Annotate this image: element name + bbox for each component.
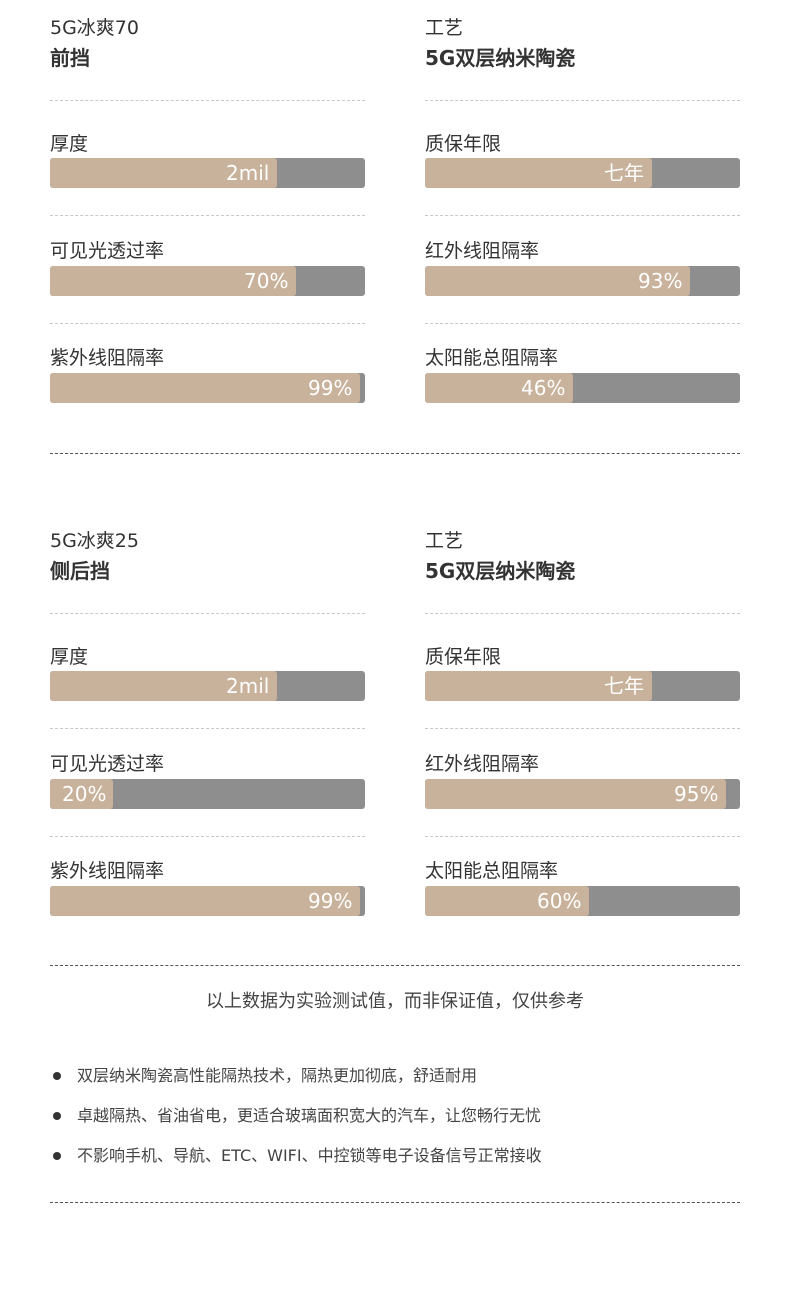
product-model: 5G冰爽70: [50, 16, 139, 40]
dashed-divider: [425, 323, 740, 324]
craft-label: 工艺: [425, 529, 463, 553]
spec-label: 紫外线阻隔率: [50, 346, 164, 370]
dashed-divider: [425, 836, 740, 837]
spec-value: 93%: [638, 266, 682, 296]
spec-bar: 2mil: [50, 671, 365, 701]
spec-label: 厚度: [50, 645, 88, 669]
dashed-divider: [50, 728, 365, 729]
spec-bar: 99%: [50, 886, 365, 916]
bullet-dot-icon: [53, 1072, 61, 1080]
product-position: 前挡: [50, 46, 90, 70]
dashed-divider: [425, 728, 740, 729]
spec-value: 2mil: [226, 671, 269, 701]
spec-section-front: 5G冰爽70 前挡 厚度 2mil 可见光透过率 70% 紫外线阻隔率 99% …: [50, 16, 740, 436]
spec-value: 46%: [521, 373, 565, 403]
spec-label: 质保年限: [425, 132, 501, 156]
spec-label: 可见光透过率: [50, 239, 164, 263]
feature-text: 不影响手机、导航、ETC、WIFI、中控锁等电子设备信号正常接收: [77, 1144, 542, 1168]
spec-bar: 95%: [425, 779, 740, 809]
product-position: 侧后挡: [50, 559, 110, 583]
dashed-divider: [50, 836, 365, 837]
spec-bar: 七年: [425, 158, 740, 188]
bottom-divider: [50, 1202, 740, 1203]
product-model: 5G冰爽25: [50, 529, 139, 553]
spec-value: 20%: [62, 779, 106, 809]
spec-label: 太阳能总阻隔率: [425, 346, 558, 370]
spec-label: 厚度: [50, 132, 88, 156]
dashed-divider: [50, 613, 365, 614]
spec-value: 70%: [244, 266, 288, 296]
spec-label: 可见光透过率: [50, 752, 164, 776]
craft-label: 工艺: [425, 16, 463, 40]
spec-bar: 93%: [425, 266, 740, 296]
dashed-divider: [425, 215, 740, 216]
spec-bar: 20%: [50, 779, 365, 809]
spec-label: 红外线阻隔率: [425, 239, 539, 263]
feature-text: 卓越隔热、省油省电，更适合玻璃面积宽大的汽车，让您畅行无忧: [77, 1104, 541, 1128]
spec-section-side-rear: 5G冰爽25 侧后挡 厚度 2mil 可见光透过率 20% 紫外线阻隔率 99%…: [50, 529, 740, 949]
section-divider: [50, 453, 740, 454]
spec-value: 99%: [308, 886, 352, 916]
spec-value: 七年: [604, 671, 644, 701]
dashed-divider: [50, 100, 365, 101]
spec-value: 七年: [604, 158, 644, 188]
section-divider: [50, 965, 740, 966]
dashed-divider: [50, 323, 365, 324]
spec-label: 红外线阻隔率: [425, 752, 539, 776]
feature-text: 双层纳米陶瓷高性能隔热技术，隔热更加彻底，舒适耐用: [77, 1064, 477, 1088]
spec-label: 紫外线阻隔率: [50, 859, 164, 883]
spec-bar: 60%: [425, 886, 740, 916]
disclaimer-note: 以上数据为实验测试值，而非保证值，仅供参考: [0, 990, 790, 1014]
bullet-dot-icon: [53, 1152, 61, 1160]
spec-value: 99%: [308, 373, 352, 403]
spec-bar: 2mil: [50, 158, 365, 188]
dashed-divider: [50, 215, 365, 216]
spec-label: 质保年限: [425, 645, 501, 669]
dashed-divider: [425, 613, 740, 614]
dashed-divider: [425, 100, 740, 101]
spec-bar: 七年: [425, 671, 740, 701]
spec-bar: 70%: [50, 266, 365, 296]
spec-value: 60%: [537, 886, 581, 916]
spec-label: 太阳能总阻隔率: [425, 859, 558, 883]
spec-bar: 46%: [425, 373, 740, 403]
spec-bar: 99%: [50, 373, 365, 403]
spec-value: 95%: [674, 779, 718, 809]
craft-value: 5G双层纳米陶瓷: [425, 559, 575, 583]
bullet-dot-icon: [53, 1112, 61, 1120]
spec-value: 2mil: [226, 158, 269, 188]
craft-value: 5G双层纳米陶瓷: [425, 46, 575, 70]
